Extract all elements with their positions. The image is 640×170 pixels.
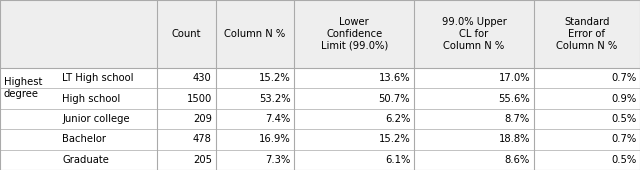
Text: 205: 205: [193, 155, 212, 165]
Text: Bachelor: Bachelor: [62, 134, 106, 144]
Text: 15.2%: 15.2%: [259, 73, 291, 83]
Bar: [0, 0, 640, 68]
Text: 1500: 1500: [186, 94, 212, 104]
Text: Graduate: Graduate: [62, 155, 109, 165]
Text: 0.5%: 0.5%: [611, 155, 636, 165]
Text: 15.2%: 15.2%: [378, 134, 410, 144]
Text: 6.2%: 6.2%: [385, 114, 410, 124]
Text: 16.9%: 16.9%: [259, 134, 291, 144]
Text: 478: 478: [193, 134, 212, 144]
Text: Lower
Confidence
Limit (99.0%): Lower Confidence Limit (99.0%): [321, 17, 388, 51]
Text: 55.6%: 55.6%: [499, 94, 530, 104]
Text: Count: Count: [172, 29, 201, 39]
Text: 0.7%: 0.7%: [611, 134, 636, 144]
Text: 18.8%: 18.8%: [499, 134, 530, 144]
Text: 53.2%: 53.2%: [259, 94, 291, 104]
Text: 0.7%: 0.7%: [611, 73, 636, 83]
Text: Standard
Error of
Column N %: Standard Error of Column N %: [556, 17, 618, 51]
Text: 0.9%: 0.9%: [611, 94, 636, 104]
Text: 430: 430: [193, 73, 212, 83]
Text: 13.6%: 13.6%: [379, 73, 410, 83]
Text: 17.0%: 17.0%: [499, 73, 530, 83]
Text: 99.0% Upper
CL for
Column N %: 99.0% Upper CL for Column N %: [442, 17, 506, 51]
Text: 8.6%: 8.6%: [505, 155, 530, 165]
Text: Column N %: Column N %: [225, 29, 285, 39]
Text: 0.5%: 0.5%: [611, 114, 636, 124]
Text: 209: 209: [193, 114, 212, 124]
Text: Highest
degree: Highest degree: [4, 76, 42, 99]
Text: 7.4%: 7.4%: [265, 114, 291, 124]
Text: 8.7%: 8.7%: [505, 114, 530, 124]
Text: 6.1%: 6.1%: [385, 155, 410, 165]
Text: LT High school: LT High school: [62, 73, 134, 83]
Text: High school: High school: [62, 94, 120, 104]
Text: 7.3%: 7.3%: [265, 155, 291, 165]
Text: 50.7%: 50.7%: [379, 94, 410, 104]
Text: Junior college: Junior college: [62, 114, 130, 124]
